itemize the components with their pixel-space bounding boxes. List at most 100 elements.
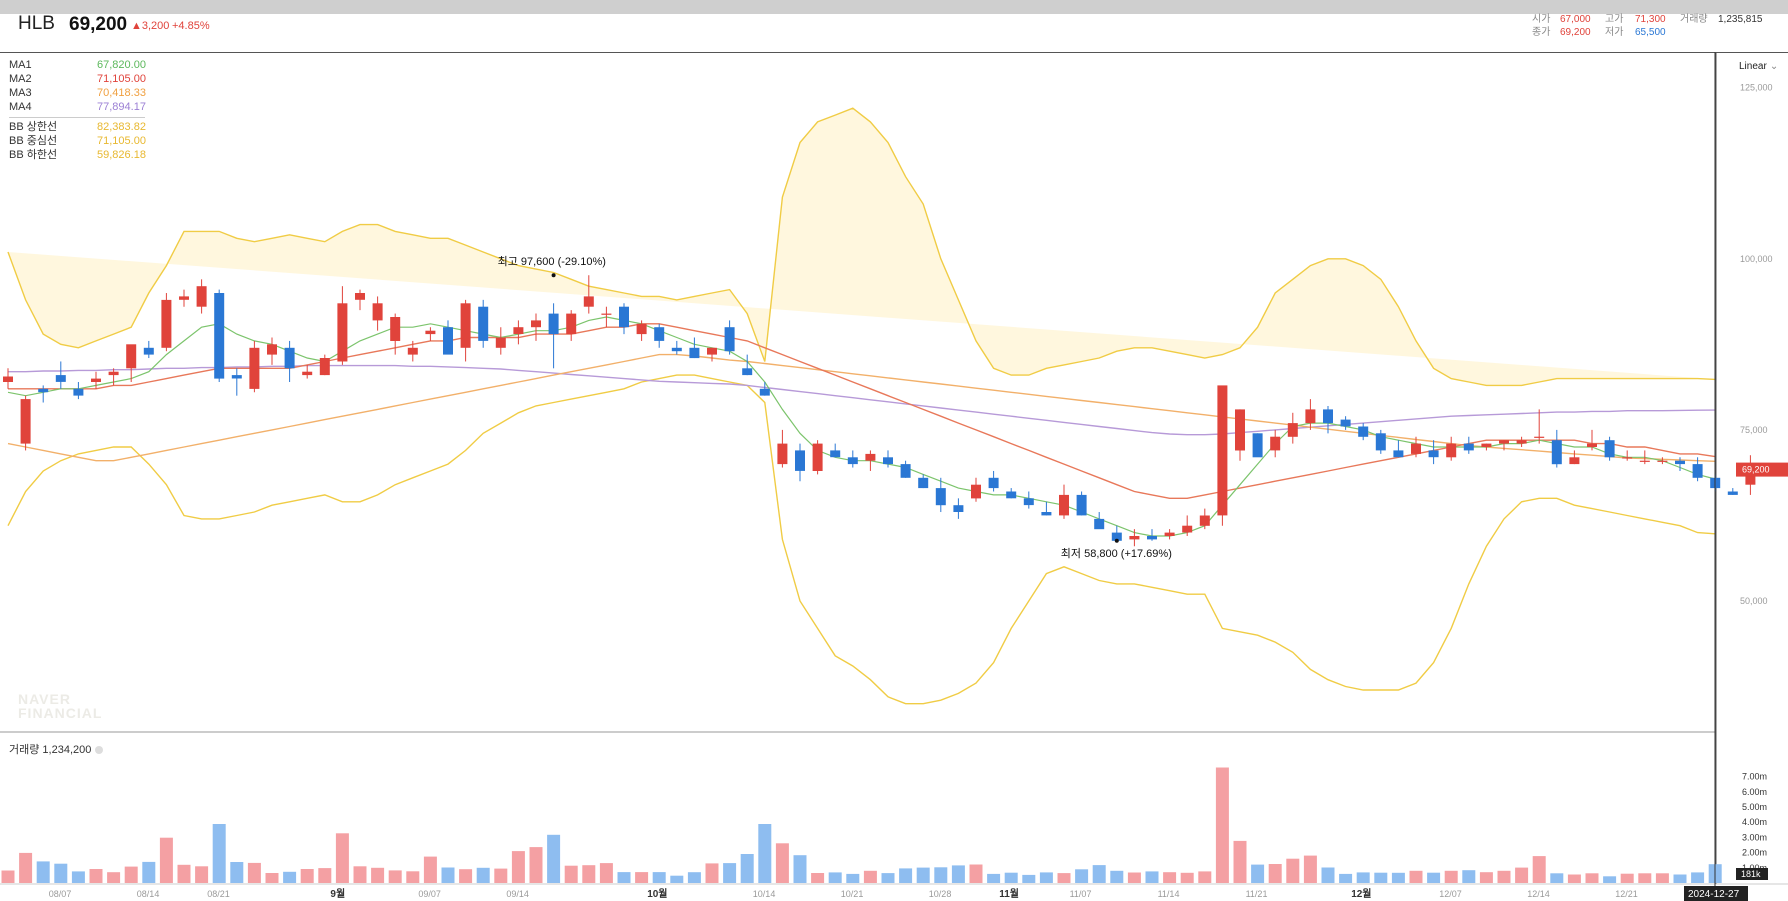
volume-bar bbox=[547, 834, 561, 883]
volume-bar bbox=[459, 869, 473, 883]
candle-body bbox=[1499, 440, 1509, 444]
high-value: 71,300 bbox=[1635, 14, 1666, 25]
candle-body bbox=[319, 358, 330, 376]
volume-bar bbox=[1356, 872, 1370, 883]
candle-body bbox=[1393, 450, 1404, 458]
low-label: 저가 bbox=[1605, 27, 1624, 38]
ma1-label: MA1 bbox=[9, 59, 32, 71]
date-tick-label: 11/07 bbox=[1070, 889, 1092, 899]
volume-bar bbox=[371, 867, 385, 883]
candle-body bbox=[1287, 423, 1298, 437]
volume-bar bbox=[1479, 872, 1493, 883]
volume-bar bbox=[318, 868, 332, 883]
candle-body bbox=[531, 320, 541, 328]
candle-body bbox=[196, 286, 207, 307]
volume-tick-label: 6.00m bbox=[1742, 787, 1767, 797]
candle-body bbox=[1692, 464, 1703, 478]
candle-body bbox=[1041, 512, 1052, 516]
volume-bar bbox=[1286, 858, 1300, 883]
ma1-row: MA1 67,820.00 bbox=[9, 58, 149, 72]
volume-bar bbox=[1550, 873, 1564, 883]
volume-bar bbox=[19, 852, 33, 883]
scale-dropdown[interactable]: Linear ⌄ bbox=[1739, 61, 1778, 72]
volume-bar bbox=[283, 871, 297, 883]
volume-bar bbox=[723, 863, 737, 883]
ma2-line bbox=[8, 323, 1716, 499]
ma1-value: 67,820.00 bbox=[97, 59, 146, 71]
date-tick-label: 12/21 bbox=[1615, 889, 1638, 899]
stock-symbol: HLB bbox=[18, 13, 55, 34]
volume-bar bbox=[1409, 870, 1423, 883]
candle-body bbox=[55, 375, 66, 382]
volume-bar bbox=[212, 824, 226, 883]
candle-body bbox=[460, 303, 471, 348]
volume-tick-label: 4.00m bbox=[1742, 817, 1767, 827]
candle-body bbox=[1199, 515, 1210, 526]
volume-bar bbox=[793, 855, 807, 883]
candle-body bbox=[1587, 443, 1597, 447]
candle-body bbox=[372, 303, 383, 321]
candle-body bbox=[742, 368, 753, 376]
volume-bar bbox=[36, 861, 50, 883]
date-tick-label: 11/14 bbox=[1158, 889, 1180, 899]
price-change-pct: +4.85% bbox=[172, 20, 210, 32]
volume-bar bbox=[511, 851, 525, 883]
candle-body bbox=[1569, 457, 1580, 465]
ma3-label: MA3 bbox=[9, 87, 32, 99]
volume-bar bbox=[142, 861, 156, 883]
volume-bar bbox=[1444, 870, 1458, 883]
volume-bar bbox=[1673, 874, 1687, 883]
candle-body bbox=[1675, 460, 1685, 465]
volume-bar bbox=[1057, 873, 1071, 883]
extreme-marker bbox=[551, 273, 556, 278]
volume-bar bbox=[1180, 872, 1194, 883]
volume-pane-label: 거래량 1,234,200 bbox=[9, 741, 104, 757]
volume-bar bbox=[1039, 872, 1053, 883]
volume-bar bbox=[758, 824, 772, 883]
date-tick-label: 9월 bbox=[330, 888, 345, 900]
volume-bar bbox=[423, 856, 437, 883]
candle-body bbox=[935, 488, 946, 506]
current-volume-tag-text: 181k bbox=[1741, 869, 1761, 879]
volume-tick-label: 7.00m bbox=[1742, 772, 1767, 782]
volume-bar bbox=[247, 862, 261, 883]
volume-bar bbox=[406, 871, 420, 883]
candle-body bbox=[1411, 443, 1421, 454]
current-price-tag-text: 69,200 bbox=[1742, 465, 1770, 475]
volume-bar bbox=[687, 872, 701, 883]
volume-bar bbox=[1427, 872, 1441, 883]
candle-body bbox=[707, 347, 717, 355]
ma2-label: MA2 bbox=[9, 73, 32, 85]
candle-body bbox=[1235, 409, 1245, 451]
volume-bar bbox=[1004, 872, 1018, 883]
date-tick-label: 12월 bbox=[1351, 888, 1371, 900]
candle-body bbox=[900, 464, 911, 478]
candle-body bbox=[302, 371, 313, 376]
volume-bar bbox=[159, 837, 173, 883]
candle-body bbox=[495, 337, 506, 348]
volume-bar bbox=[388, 870, 402, 883]
current-date-tag-text: 2024-12-27 bbox=[1688, 889, 1740, 900]
date-tick-label: 11월 bbox=[999, 888, 1019, 900]
high-label: 고가 bbox=[1605, 14, 1624, 25]
settings-dot-icon[interactable] bbox=[95, 746, 104, 755]
candle-body bbox=[1463, 443, 1474, 451]
candle-body bbox=[161, 299, 172, 348]
candle-body bbox=[583, 296, 594, 307]
volume-bar bbox=[353, 866, 367, 883]
volume-bar bbox=[265, 873, 279, 883]
bollinger-lower-line bbox=[7, 374, 1716, 705]
candle-body bbox=[865, 453, 876, 461]
volume-bar bbox=[1110, 870, 1124, 883]
candle-body bbox=[1657, 460, 1668, 462]
volume-bar bbox=[1251, 864, 1265, 883]
bb-upper-row: BB 상한선 82,383.82 bbox=[9, 120, 149, 134]
volume-bar bbox=[529, 847, 543, 883]
current-volume-tag bbox=[1736, 868, 1768, 880]
volume-bar bbox=[300, 869, 314, 883]
candle-body bbox=[1252, 433, 1263, 458]
volume-bar bbox=[582, 865, 596, 883]
candle-body bbox=[38, 388, 49, 393]
candle-body bbox=[847, 457, 858, 465]
